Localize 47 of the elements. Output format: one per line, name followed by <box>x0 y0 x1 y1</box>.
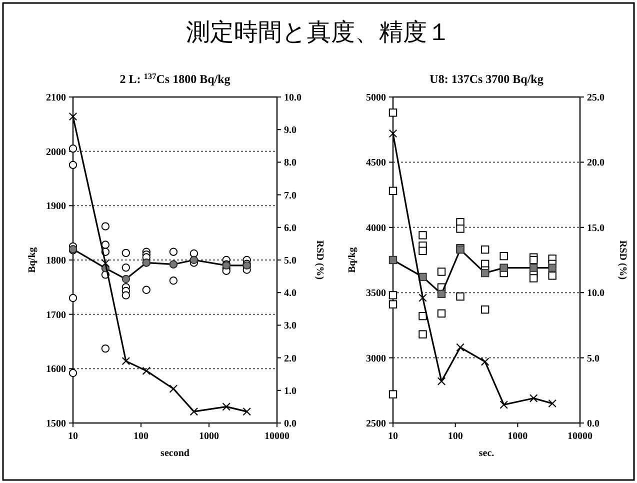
x-axis-title: sec. <box>478 448 495 459</box>
chart-subtitle: U8: 137Cs 3700 Bq/kg <box>430 72 544 86</box>
y2-tick-label: 9.0 <box>284 125 296 136</box>
y2-tick-label: 15.0 <box>587 222 604 234</box>
y-tick-label: 1900 <box>46 201 66 212</box>
y-tick-label: 3000 <box>366 353 386 364</box>
y-tick-label: 2000 <box>46 146 66 158</box>
y-tick-label: 2100 <box>46 92 66 104</box>
y2-tick-label: 6.0 <box>284 222 296 234</box>
chart-title: 測定時間と真度、精度１ <box>186 18 451 46</box>
y-tick-label: 5000 <box>366 92 386 104</box>
x-axis-title: second <box>160 448 190 459</box>
x-tick-label: 100 <box>448 431 463 442</box>
y2-tick-label: 0.0 <box>284 418 296 430</box>
x-tick-label: 100 <box>134 431 148 442</box>
chart-subtitle: 2 L: $^{137}$Cs 1800 Bq/kg <box>120 72 230 86</box>
y2-tick-label: 7.0 <box>284 190 296 202</box>
y2-tick-label: 25.0 <box>587 92 604 104</box>
y2-tick-label: 0.0 <box>587 418 600 430</box>
x-tick-label: 1000 <box>508 431 528 442</box>
y-tick-label: 1500 <box>46 418 66 430</box>
x-tick-label: 10000 <box>568 431 592 442</box>
y2-tick-label: 10.0 <box>284 92 302 104</box>
y2-axis-title: RSD (%) <box>617 240 628 280</box>
y2-tick-label: 1.0 <box>284 386 296 397</box>
y2-tick-label: 20.0 <box>587 158 604 169</box>
y2-tick-label: 5.0 <box>587 353 600 364</box>
y-tick-label: 1700 <box>46 310 66 321</box>
x-tick-label: 10 <box>68 431 78 442</box>
y-tick-label: 4000 <box>366 222 386 234</box>
y-axis-title: Bq/kg <box>27 247 38 273</box>
y-tick-label: 2500 <box>366 418 386 430</box>
y2-tick-label: 2.0 <box>284 353 296 364</box>
x-tick-label: 1000 <box>199 431 219 442</box>
y2-tick-label: 10.0 <box>587 288 604 300</box>
y2-tick-label: 3.0 <box>284 320 296 332</box>
y-tick-label: 4500 <box>366 158 386 169</box>
y-axis-title: Bq/kg <box>347 247 358 273</box>
y-tick-label: 3500 <box>366 288 386 300</box>
y2-tick-label: 8.0 <box>284 158 296 169</box>
y2-axis-title: RSD (%) <box>314 240 325 280</box>
y2-tick-label: 5.0 <box>284 256 296 266</box>
y-tick-label: 1800 <box>46 256 66 266</box>
y-tick-label: 1600 <box>46 364 66 376</box>
y2-tick-label: 4.0 <box>284 288 296 300</box>
x-tick-label: 10 <box>388 431 398 442</box>
x-tick-label: 10000 <box>264 431 290 442</box>
